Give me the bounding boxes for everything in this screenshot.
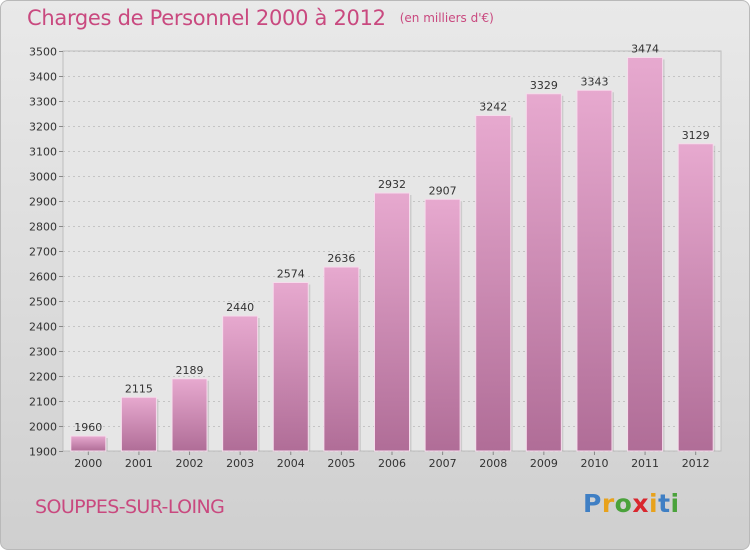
chart-subtitle: (en milliers d'€) [399, 11, 494, 25]
y-tick-label: 2300 [29, 346, 57, 359]
y-tick-label: 2100 [29, 396, 57, 409]
bar-value-label: 2932 [378, 178, 406, 191]
x-tick-label: 2007 [429, 457, 457, 470]
bar-value-label: 2440 [226, 301, 254, 314]
x-tick-label: 2010 [580, 457, 608, 470]
x-tick-label: 2012 [682, 457, 710, 470]
bar [120, 396, 157, 452]
x-tick-label: 2009 [530, 457, 558, 470]
bar-value-label: 3129 [682, 129, 710, 142]
logo-letter: i [670, 489, 680, 518]
bar-value-label: 3474 [631, 43, 659, 56]
y-tick-label: 2500 [29, 296, 57, 309]
bar-value-label: 1960 [74, 421, 102, 434]
logo-letter: r [601, 489, 615, 518]
logo-letter: o [614, 489, 633, 518]
y-tick-label: 2200 [29, 371, 57, 384]
y-tick-label: 1900 [29, 446, 57, 459]
bar [576, 89, 613, 452]
bar-value-label: 3343 [580, 75, 608, 88]
y-tick-label: 3200 [29, 121, 57, 134]
bars [70, 57, 716, 452]
y-tick-label: 2000 [29, 421, 57, 434]
x-tick-label: 2003 [226, 457, 254, 470]
x-tick-label: 2008 [479, 457, 507, 470]
bar-value-label: 3329 [530, 79, 558, 92]
y-tick-label: 3500 [29, 46, 57, 59]
bar [272, 282, 309, 452]
bar-value-label: 2907 [429, 184, 457, 197]
logo-letter: x [632, 489, 649, 518]
x-tick-label: 2006 [378, 457, 406, 470]
x-tick-label: 2001 [125, 457, 153, 470]
chart-title: Charges de Personnel 2000 à 2012 [27, 6, 386, 30]
y-tick-label: 3100 [29, 146, 57, 159]
bar [627, 57, 664, 452]
y-tick-label: 2800 [29, 221, 57, 234]
bar [424, 198, 461, 452]
x-tick-label: 2000 [74, 457, 102, 470]
y-tick-label: 2600 [29, 271, 57, 284]
bar [323, 266, 360, 452]
x-tick-label: 2005 [327, 457, 355, 470]
y-tick-label: 2400 [29, 321, 57, 334]
labels: 1900 2000 2100 2200 2300 2400 2500 2600 2700 2800… [29, 43, 710, 471]
x-tick-label: 2011 [631, 457, 659, 470]
y-tick-label: 3400 [29, 71, 57, 84]
bar-value-label: 2636 [327, 252, 355, 265]
logo-letter: i [649, 489, 659, 518]
bar [222, 315, 259, 452]
logo-letter: t [658, 489, 671, 518]
y-tick-label: 2900 [29, 196, 57, 209]
bar-value-label: 3242 [479, 101, 507, 114]
x-tick-label: 2002 [176, 457, 204, 470]
chart-title-block: Charges de Personnel 2000 à 2012 (en mill… [27, 6, 494, 30]
bar [374, 192, 410, 452]
bar [525, 93, 562, 452]
y-tick-label: 3000 [29, 171, 57, 184]
bar [171, 378, 208, 452]
city-name: SOUPPES-SUR-LOING [35, 496, 225, 518]
y-tick-label: 2700 [29, 246, 57, 259]
bar [475, 115, 512, 452]
x-tick-label: 2004 [277, 457, 305, 470]
bar-value-label: 2189 [176, 364, 204, 377]
bar-value-label: 2115 [125, 382, 153, 395]
proxiti-logo: Proxiti [583, 489, 680, 518]
bar [70, 435, 107, 452]
bar [677, 143, 714, 452]
logo-letter: P [583, 489, 602, 518]
y-tick-label: 3300 [29, 96, 57, 109]
bar-value-label: 2574 [277, 268, 305, 281]
